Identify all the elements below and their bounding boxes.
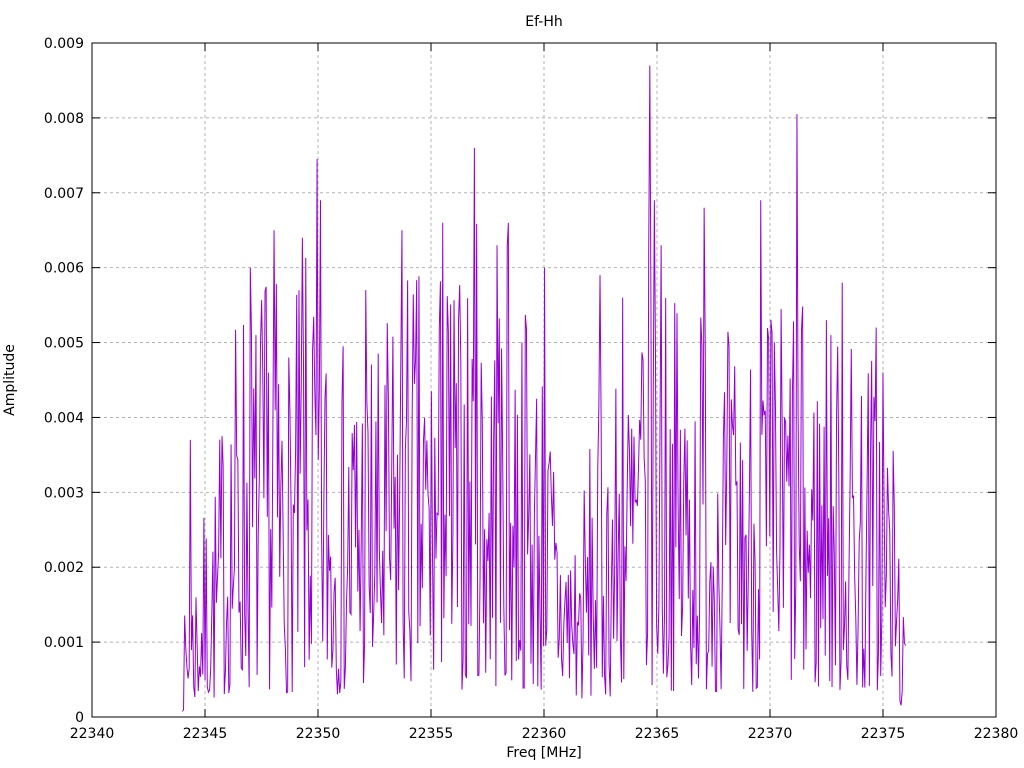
y-axis-label: Amplitude [2, 344, 18, 416]
x-tick-label: 22360 [522, 726, 567, 742]
y-tick-label: 0.008 [44, 111, 84, 127]
series-efhh [181, 65, 907, 712]
x-tick-label: 22375 [861, 726, 906, 742]
x-tick-label: 22380 [974, 726, 1019, 742]
y-tick-label: 0.007 [44, 186, 84, 202]
y-tick-label: 0.003 [44, 485, 84, 501]
x-tick-label: 22350 [296, 726, 341, 742]
x-tick-label: 22345 [183, 726, 228, 742]
y-tick-label: 0.001 [44, 635, 84, 651]
y-tick-label: 0 [75, 710, 84, 726]
chart-title: Ef-Hh [525, 14, 562, 30]
x-tick-label: 22340 [70, 726, 115, 742]
y-tick-label: 0.006 [44, 261, 84, 277]
x-tick-label: 22365 [635, 726, 680, 742]
plot-border [91, 42, 997, 718]
y-tick-label: 0.004 [44, 410, 84, 426]
y-tick-label: 0.002 [44, 560, 84, 576]
x-tick-label: 22355 [409, 726, 454, 742]
signal-trace [181, 65, 907, 712]
y-tick-label: 0.009 [44, 36, 84, 52]
x-tick-label: 22370 [748, 726, 793, 742]
y-tick-label: 0.005 [44, 336, 84, 352]
x-axis-label: Freq [MHz] [506, 745, 581, 761]
axes: 22340 22345 22350 22355 22360 22365 22370 22375… [44, 36, 1018, 742]
